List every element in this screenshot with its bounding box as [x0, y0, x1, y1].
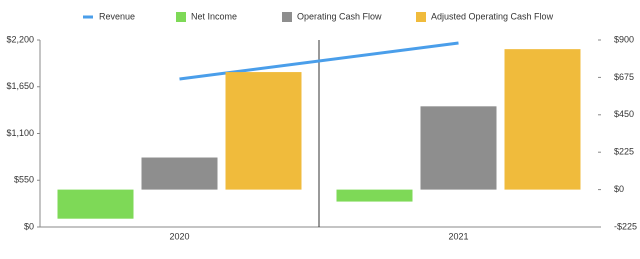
legend-swatch	[282, 12, 292, 22]
y-tick-label: $2,200	[6, 34, 34, 44]
bar	[420, 106, 497, 190]
legend-label: Operating Cash Flow	[297, 11, 382, 21]
y-tick-label: $1,100	[6, 128, 34, 138]
x-tick-label: 2020	[169, 231, 189, 241]
y2-tick-label: $450	[614, 109, 634, 119]
y2-tick-label: $900	[614, 34, 634, 44]
y2-tick-label: $225	[614, 147, 634, 157]
legend-label: Adjusted Operating Cash Flow	[431, 11, 554, 21]
legend-swatch	[176, 12, 186, 22]
y2-tick-label: $675	[614, 72, 634, 82]
bar	[141, 157, 218, 190]
y-tick-label: $550	[14, 175, 34, 185]
legend-label: Net Income	[191, 11, 237, 21]
legend-swatch	[416, 12, 426, 22]
bar	[57, 189, 134, 219]
bar	[336, 189, 413, 202]
y-tick-label: $1,650	[6, 81, 34, 91]
y2-tick-label: $0	[614, 184, 624, 194]
legend-label: Revenue	[99, 11, 135, 21]
x-tick-label: 2021	[448, 231, 468, 241]
bar	[225, 72, 302, 190]
y-tick-label: $0	[24, 221, 34, 231]
bar	[504, 49, 581, 190]
y2-tick-label: -$225	[614, 221, 637, 231]
